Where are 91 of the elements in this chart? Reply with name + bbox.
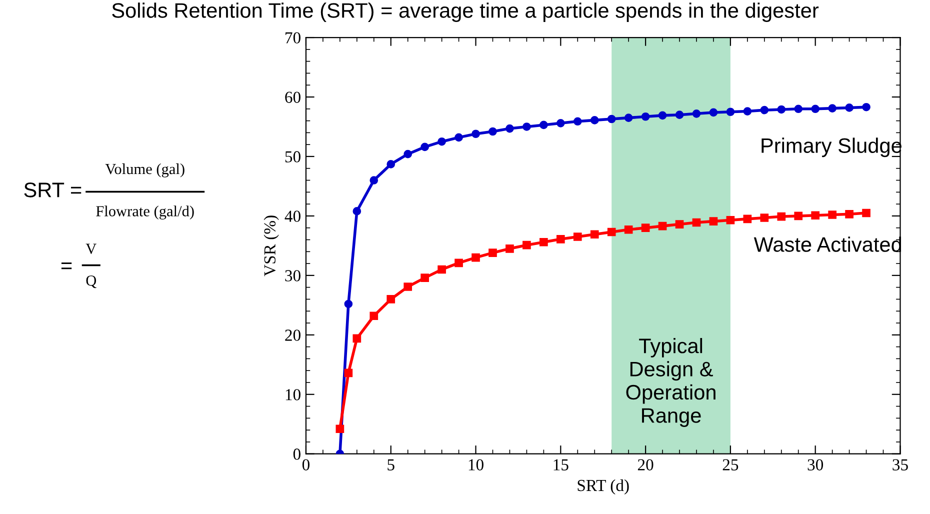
- point: [828, 104, 836, 112]
- x-tick-label: 5: [388, 459, 394, 470]
- band-label: Typical Design & Operation Range: [626, 338, 716, 427]
- point: [692, 109, 701, 118]
- point: [641, 224, 650, 232]
- chart-title: Solids Retention Time (SRT) = average time a particle spends in the digester: [112, 2, 819, 22]
- text: Flowrate (gal/d): [96, 206, 194, 220]
- point: [828, 210, 836, 219]
- x-tick-label: 25: [722, 459, 738, 470]
- point: [862, 208, 870, 218]
- point: [743, 107, 752, 116]
- y-axis-title: VSR (%): [264, 216, 279, 276]
- x-tick-label: 0: [302, 459, 310, 470]
- point: [556, 119, 565, 128]
- point: [344, 368, 353, 378]
- point: [709, 217, 718, 226]
- point: [573, 232, 582, 241]
- point: [726, 108, 735, 116]
- point: [344, 300, 353, 308]
- point: [370, 312, 378, 320]
- y-tick-label: 60: [285, 92, 300, 103]
- point: [845, 104, 854, 112]
- point: [454, 133, 463, 142]
- text: Q: [86, 275, 96, 288]
- point: [352, 207, 362, 216]
- point: [709, 108, 718, 117]
- text: Volume (gal): [105, 163, 184, 178]
- point: [352, 334, 362, 343]
- y-tick-label: 70: [286, 32, 300, 44]
- point: [454, 258, 463, 268]
- point: [607, 228, 616, 236]
- point: [845, 210, 854, 218]
- point: [590, 230, 599, 239]
- point: [522, 240, 531, 250]
- point: [794, 212, 803, 220]
- point: [624, 114, 633, 122]
- point: [743, 214, 752, 224]
- point: [488, 127, 497, 136]
- point: [438, 137, 446, 146]
- point: [624, 225, 633, 234]
- point: [573, 117, 582, 126]
- x-axis-title: SRT (d): [578, 479, 629, 495]
- point: [777, 105, 786, 114]
- y-tick-label: 10: [286, 389, 300, 400]
- point: [404, 282, 412, 291]
- point: [658, 111, 667, 120]
- point: [522, 122, 531, 131]
- point: [692, 218, 701, 227]
- point: [607, 114, 616, 124]
- y-tick-label: 50: [285, 151, 300, 162]
- point: [811, 104, 820, 114]
- point: [658, 222, 667, 230]
- text: =: [61, 262, 72, 270]
- y-tick-label: 40: [284, 210, 300, 222]
- point: [590, 116, 599, 124]
- y-tick-label: 30: [285, 270, 300, 282]
- point: [404, 150, 412, 158]
- point: [811, 211, 820, 220]
- text: V: [86, 244, 96, 254]
- point: [760, 106, 769, 114]
- point: [540, 120, 548, 130]
- x-tick-label: 15: [554, 459, 568, 470]
- point: [777, 212, 786, 221]
- point: [726, 216, 735, 224]
- point: [506, 244, 514, 253]
- point: [370, 176, 378, 184]
- point: [438, 265, 446, 274]
- point: [488, 248, 497, 257]
- y-tick-label: 0: [293, 448, 300, 460]
- point: [641, 112, 650, 121]
- x-tick-label: 20: [638, 459, 654, 470]
- point: [556, 234, 565, 244]
- point: [472, 253, 480, 262]
- y-tick-label: 20: [285, 330, 300, 341]
- point: [794, 104, 803, 114]
- point: [420, 142, 429, 152]
- x-tick-label: 35: [892, 459, 908, 470]
- point: [472, 130, 480, 138]
- point: [862, 102, 870, 112]
- point: [760, 214, 769, 222]
- point: [386, 295, 396, 304]
- point: [675, 220, 684, 228]
- x-tick-label: 10: [468, 459, 484, 470]
- point: [506, 124, 514, 133]
- point: [420, 274, 429, 282]
- point: [336, 424, 344, 434]
- point: [540, 238, 548, 246]
- x-tick-label: 30: [808, 459, 824, 470]
- text: SRT =: [24, 182, 82, 198]
- point: [675, 110, 684, 120]
- point: [386, 160, 396, 168]
